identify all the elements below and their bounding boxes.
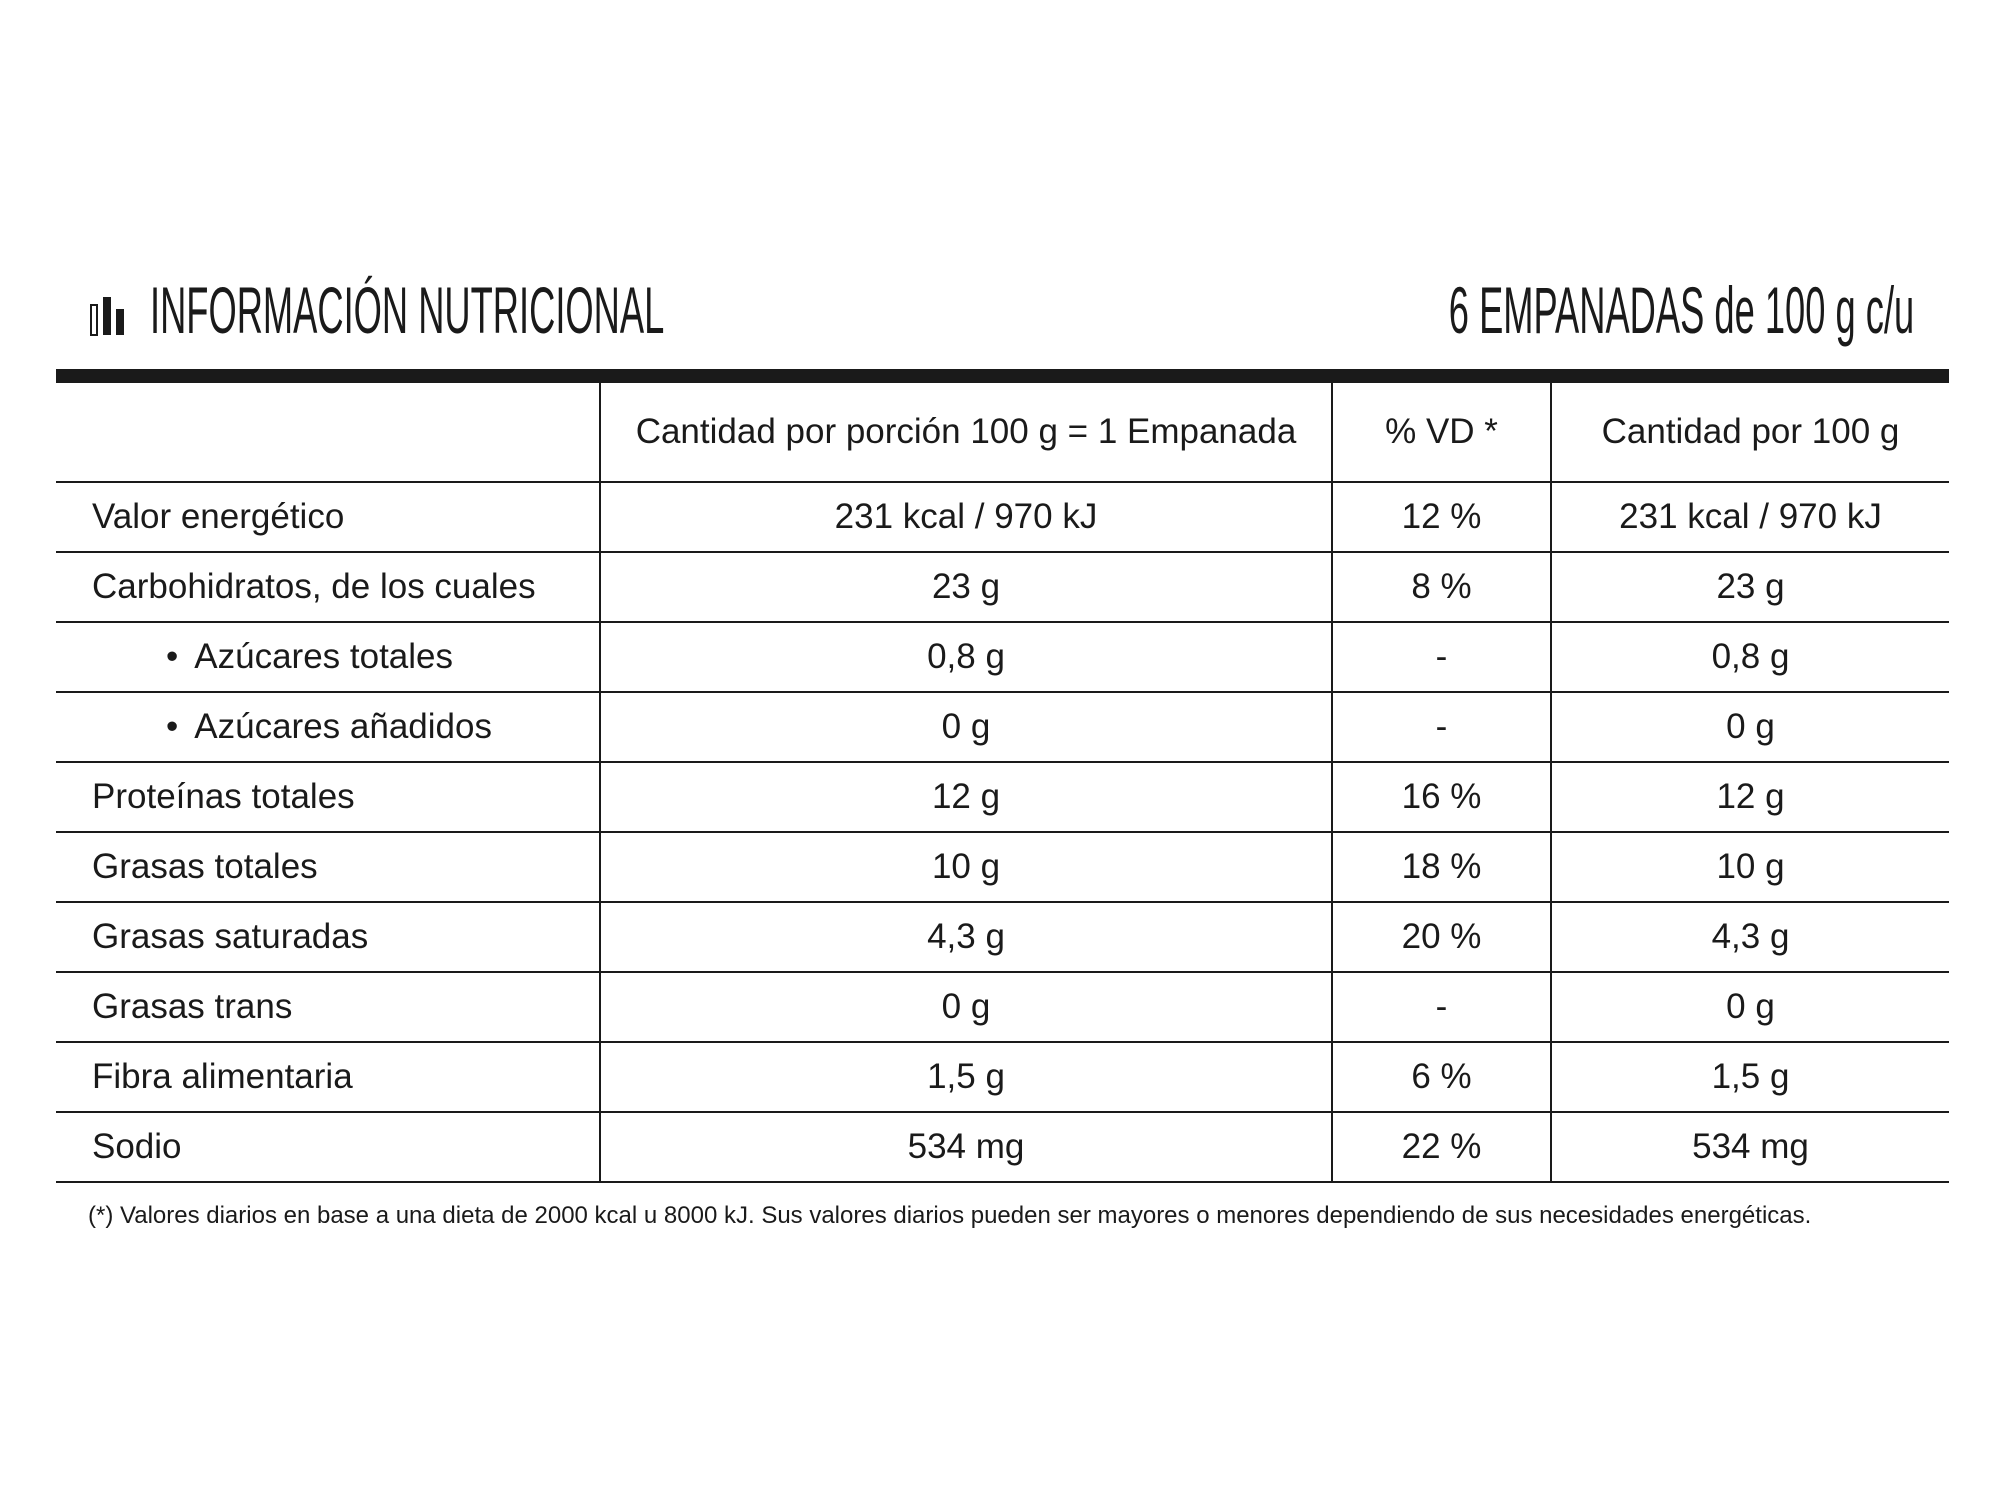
cell: 1,5 g — [1550, 1042, 1949, 1113]
cell: 10 g — [1550, 832, 1949, 903]
cell: 0,8 g — [599, 622, 1332, 693]
cell: 231 kcal / 970 kJ — [599, 482, 1332, 553]
nutrition-table: Cantidad por porción 100 g = 1 Empanada%… — [56, 383, 1949, 1183]
cell: 12 % — [1331, 482, 1551, 553]
cell: - — [1331, 622, 1551, 693]
cell: 23 g — [599, 552, 1332, 623]
cell: - — [1331, 972, 1551, 1043]
chart-icon — [90, 297, 124, 336]
cell: 10 g — [599, 832, 1332, 903]
table-row: Proteínas totales 12 g 16 % 12 g — [56, 762, 1949, 833]
cell: 0 g — [1550, 692, 1949, 763]
row-label: Fibra alimentaria — [56, 1042, 600, 1113]
table-body: Valor energético 231 kcal / 970 kJ 12 % 231… — [56, 482, 1949, 1183]
table-row: Valor energético 231 kcal / 970 kJ 12 % 231… — [56, 482, 1949, 553]
row-label: Valor energético — [56, 482, 600, 553]
table-row: Grasas saturadas 4,3 g 20 % 4,3 g — [56, 902, 1949, 973]
serving: 6 EMPANADAS de 100 g c/u — [1448, 273, 1914, 347]
cell: 20 % — [1331, 902, 1551, 973]
header-rule — [56, 369, 1949, 383]
header-cell — [56, 383, 600, 483]
row-label: Sodio — [56, 1112, 600, 1183]
cell: 12 g — [599, 762, 1332, 833]
row-label: Proteínas totales — [56, 762, 600, 833]
header-cell: Cantidad por porción 100 g = 1 Empanada — [599, 383, 1332, 483]
header-cell: % VD * — [1331, 383, 1551, 483]
row-label: Grasas trans — [56, 972, 600, 1043]
cell: 0 g — [599, 972, 1332, 1043]
cell: 0,8 g — [1550, 622, 1949, 693]
icon-bar — [90, 304, 98, 336]
cell: 534 mg — [1550, 1112, 1949, 1183]
row-label: Grasas totales — [56, 832, 600, 903]
row-label: Grasas saturadas — [56, 902, 600, 973]
icon-bar — [103, 297, 111, 335]
cell: 8 % — [1331, 552, 1551, 623]
icon-bar — [116, 309, 124, 335]
cell: 534 mg — [599, 1112, 1332, 1183]
row-label: Azúcares añadidos — [56, 692, 600, 763]
table-head: Cantidad por porción 100 g = 1 Empanada%… — [56, 383, 1949, 483]
cell: 6 % — [1331, 1042, 1551, 1113]
table-row: Grasas trans 0 g-0 g — [56, 972, 1949, 1043]
cell: 23 g — [1550, 552, 1949, 623]
cell: 231 kcal / 970 kJ — [1550, 482, 1949, 553]
cell: 18 % — [1331, 832, 1551, 903]
cell: 0 g — [1550, 972, 1949, 1043]
cell: 1,5 g — [599, 1042, 1332, 1113]
footnote: (*) Valores diarios en base a una dieta … — [88, 1202, 1812, 1229]
cell: 0 g — [599, 692, 1332, 763]
row-label: Carbohidratos, de los cuales — [56, 552, 600, 623]
cell: 4,3 g — [1550, 902, 1949, 973]
cell: 4,3 g — [599, 902, 1332, 973]
cell: 22 % — [1331, 1112, 1551, 1183]
cell: - — [1331, 692, 1551, 763]
title: INFORMACIÓN NUTRICIONAL — [150, 273, 665, 347]
header-row: Cantidad por porción 100 g = 1 Empanada%… — [56, 383, 1949, 483]
table-row: Grasas totales 10 g 18 % 10 g — [56, 832, 1949, 903]
table-row: Sodio 534 mg 22 % 534 mg — [56, 1112, 1949, 1183]
row-label: Azúcares totales — [56, 622, 600, 693]
header-cell: Cantidad por 100 g — [1550, 383, 1949, 483]
cell: 16 % — [1331, 762, 1551, 833]
cell: 12 g — [1550, 762, 1949, 833]
